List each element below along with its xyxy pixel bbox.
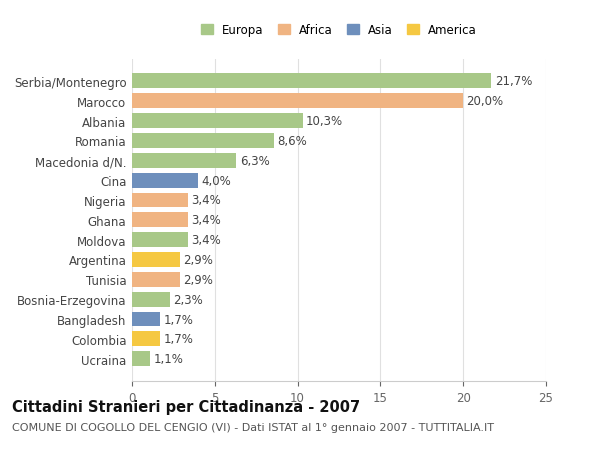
Bar — [132, 213, 188, 228]
Text: Cittadini Stranieri per Cittadinanza - 2007: Cittadini Stranieri per Cittadinanza - 2… — [12, 399, 360, 414]
Text: 3,4%: 3,4% — [191, 194, 221, 207]
Bar — [132, 114, 302, 129]
Bar — [132, 252, 180, 267]
Bar — [132, 94, 463, 109]
Bar — [132, 233, 188, 247]
Bar — [132, 134, 274, 149]
Text: COMUNE DI COGOLLO DEL CENGIO (VI) - Dati ISTAT al 1° gennaio 2007 - TUTTITALIA.I: COMUNE DI COGOLLO DEL CENGIO (VI) - Dati… — [12, 422, 494, 432]
Text: 21,7%: 21,7% — [494, 75, 532, 88]
Text: 10,3%: 10,3% — [306, 115, 343, 128]
Bar — [132, 74, 491, 89]
Text: 3,4%: 3,4% — [191, 214, 221, 227]
Bar — [132, 332, 160, 347]
Text: 2,9%: 2,9% — [184, 253, 213, 266]
Text: 3,4%: 3,4% — [191, 234, 221, 246]
Text: 20,0%: 20,0% — [467, 95, 503, 108]
Text: 2,3%: 2,3% — [173, 293, 203, 306]
Bar — [132, 153, 236, 168]
Text: 6,3%: 6,3% — [239, 154, 269, 168]
Bar — [132, 312, 160, 327]
Legend: Europa, Africa, Asia, America: Europa, Africa, Asia, America — [201, 24, 477, 37]
Bar — [132, 174, 198, 188]
Bar — [132, 272, 180, 287]
Bar — [132, 193, 188, 208]
Text: 1,7%: 1,7% — [163, 313, 193, 326]
Text: 2,9%: 2,9% — [184, 273, 213, 286]
Text: 8,6%: 8,6% — [278, 134, 307, 148]
Bar — [132, 352, 150, 366]
Bar — [132, 292, 170, 307]
Text: 4,0%: 4,0% — [202, 174, 232, 187]
Text: 1,7%: 1,7% — [163, 333, 193, 346]
Text: 1,1%: 1,1% — [154, 353, 184, 365]
